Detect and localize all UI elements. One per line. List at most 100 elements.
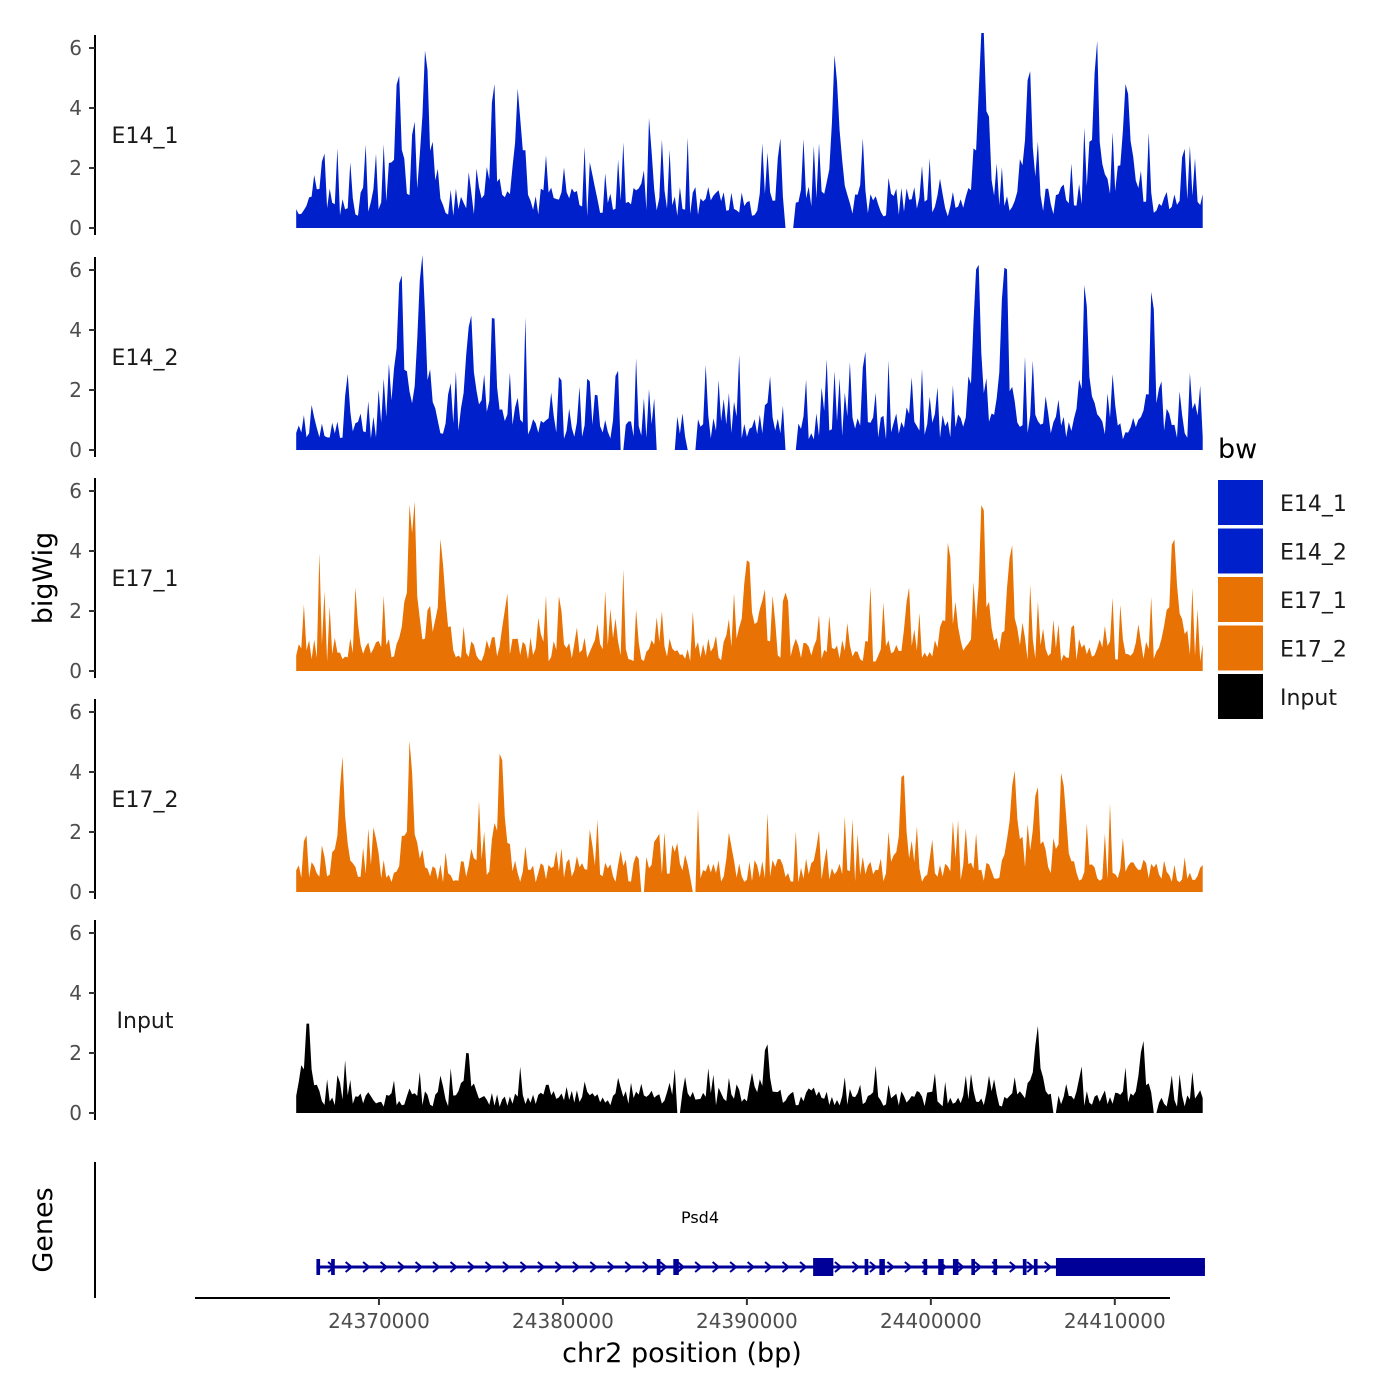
signal-area-e14_1 (296, 33, 1203, 228)
legend-label: Input (1280, 686, 1337, 711)
y-tick-label: 4 (69, 539, 82, 563)
legend-swatch-e14_1 (1218, 480, 1263, 525)
x-tick-label: 24400000 (880, 1309, 982, 1333)
gene-exon (923, 1259, 928, 1275)
gene-exon (1022, 1259, 1027, 1275)
strand-arrow (397, 1261, 406, 1273)
strand-arrow (1044, 1261, 1053, 1273)
strand-arrow (869, 1261, 878, 1273)
legend-label: E17_2 (1280, 638, 1347, 663)
signal-area-e17_1 (296, 501, 1203, 671)
track-e17_2: 0 2 4 6 E17_2 (69, 699, 1203, 904)
legend: bw E14_1 E14_2 E17_1 E17_2 Input (1218, 434, 1347, 719)
y-tick-label: 2 (69, 820, 82, 844)
y-tick-label: 2 (69, 378, 82, 402)
gene-exon (952, 1259, 959, 1275)
strand-arrow (484, 1261, 493, 1273)
gene-name-label: Psd4 (681, 1208, 719, 1227)
y-tick-label: 6 (69, 921, 82, 945)
y-tick-label: 2 (69, 156, 82, 180)
strand-arrow (344, 1261, 354, 1273)
x-tick-label: 24370000 (328, 1309, 430, 1333)
signal-area-e17_2 (296, 740, 1203, 892)
x-tick-label: 24410000 (1064, 1309, 1166, 1333)
y-tick-label: 4 (69, 96, 82, 120)
y-tick-label: 0 (69, 880, 82, 904)
legend-label: E14_1 (1280, 492, 1347, 517)
y-tick-label: 2 (69, 1041, 82, 1065)
signal-area-e14_2 (296, 255, 1203, 450)
track-input: 0 2 4 6 Input (69, 920, 1203, 1125)
y-tick-label: 6 (69, 479, 82, 503)
strand-arrow (781, 1261, 791, 1273)
strand-arrow (502, 1261, 511, 1273)
track-e14_2: 0 2 4 6 E14_2 (69, 255, 1203, 462)
strand-arrow (642, 1261, 651, 1273)
x-tick-label: 24390000 (696, 1309, 798, 1333)
gene-track: Psd4 (94, 1162, 1205, 1298)
y-tick-label: 6 (69, 258, 82, 282)
strand-arrow (589, 1261, 598, 1273)
strand-arrow (746, 1261, 756, 1273)
y-tick-label: 0 (69, 1101, 82, 1125)
y-tick-label: 2 (69, 599, 82, 623)
strand-arrow (974, 1261, 983, 1273)
legend-swatch-e14_2 (1218, 528, 1263, 574)
y-axis-title: bigWig (28, 532, 59, 625)
strand-arrow (467, 1261, 476, 1273)
gene-exon (813, 1258, 834, 1276)
track-e17_1: 0 2 4 6 E17_1 (69, 478, 1203, 683)
gene-exon (656, 1259, 661, 1275)
gene-exon (331, 1259, 335, 1275)
strand-arrow (519, 1261, 528, 1273)
legend-label: E17_1 (1280, 589, 1347, 614)
strand-arrow (711, 1261, 721, 1273)
strand-arrow (834, 1261, 843, 1273)
y-tick-label: 6 (69, 700, 82, 724)
x-tick-label: 24380000 (512, 1309, 614, 1333)
strand-arrow (379, 1261, 389, 1273)
strand-arrow (449, 1261, 459, 1273)
gene-exon (879, 1259, 885, 1275)
strand-arrow (694, 1261, 703, 1273)
legend-swatch-input (1218, 674, 1263, 719)
strand-arrow (799, 1261, 808, 1273)
track-label: E17_1 (112, 567, 179, 592)
strand-arrow (956, 1261, 965, 1273)
y-tick-label: 4 (69, 318, 82, 342)
track-label: E17_2 (112, 788, 179, 813)
signal-area-input (296, 1023, 1203, 1113)
strand-arrow (764, 1261, 773, 1273)
track-label: E14_2 (112, 346, 179, 371)
strand-arrow (1009, 1261, 1018, 1273)
strand-arrow (659, 1261, 668, 1273)
x-axis: 24370000 24380000 24390000 24400000 24410000 (195, 1297, 1170, 1333)
signal-tracks: 0 2 4 6 E14_1 0 2 4 6 E14_2 0 2 4 6 E17_1 0 2 4 6 E17_2 0 2 4 6… (69, 33, 1203, 1125)
track-label: E14_1 (112, 124, 179, 149)
y-tick-label: 0 (69, 438, 82, 462)
track-e14_1: 0 2 4 6 E14_1 (69, 33, 1203, 240)
strand-arrow (432, 1261, 441, 1273)
strand-arrow (362, 1261, 371, 1273)
gene-exon (971, 1259, 975, 1275)
x-axis-title: chr2 position (bp) (562, 1338, 802, 1369)
strand-arrow (851, 1261, 860, 1273)
y-tick-label: 0 (69, 216, 82, 240)
track-label: Input (117, 1009, 174, 1034)
y-tick-label: 4 (69, 981, 82, 1005)
strand-arrow (624, 1261, 633, 1273)
gene-exon (938, 1259, 944, 1275)
y-tick-label: 0 (69, 659, 82, 683)
legend-swatch-e17_2 (1218, 625, 1263, 671)
gene-exon (673, 1259, 679, 1275)
strand-arrow (886, 1261, 895, 1273)
legend-swatch-e17_1 (1218, 577, 1263, 622)
genes-track-title: Genes (28, 1187, 59, 1272)
gene-exon (993, 1259, 998, 1275)
strand-arrow (729, 1261, 738, 1273)
y-tick-label: 6 (69, 36, 82, 60)
strand-arrow (904, 1261, 913, 1273)
legend-title: bw (1218, 434, 1257, 465)
gene-exon (316, 1259, 321, 1275)
